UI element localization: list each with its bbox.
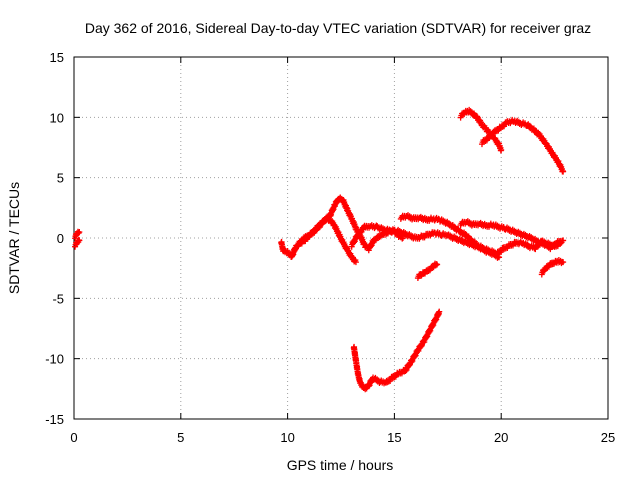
x-tick-label: 20 bbox=[494, 430, 508, 445]
y-tick-label: -5 bbox=[52, 291, 64, 306]
x-tick-label: 5 bbox=[177, 430, 184, 445]
y-tick-label: 15 bbox=[50, 50, 64, 65]
y-tick-label: 10 bbox=[50, 110, 64, 125]
y-axis-label: SDTVAR / TECUs bbox=[6, 182, 22, 294]
x-tick-label: 15 bbox=[387, 430, 401, 445]
y-tick-label: 5 bbox=[57, 171, 64, 186]
data-point bbox=[560, 237, 567, 244]
data-point bbox=[76, 237, 83, 244]
data-point bbox=[352, 259, 359, 266]
y-tick-label: 0 bbox=[57, 231, 64, 246]
data-point bbox=[434, 261, 441, 268]
axis-ticks: 0 5 10 15 20 25 -15 -10 -5 0 5 10 15 bbox=[45, 50, 615, 445]
data-point bbox=[560, 168, 567, 175]
y-tick-label: -10 bbox=[45, 352, 64, 367]
y-tick-label: -15 bbox=[45, 412, 64, 427]
data-point bbox=[436, 308, 443, 315]
chart-title: Day 362 of 2016, Sidereal Day-to-day VTE… bbox=[85, 20, 591, 36]
x-axis-label: GPS time / hours bbox=[287, 457, 394, 473]
data-point bbox=[75, 230, 82, 237]
x-tick-label: 0 bbox=[70, 430, 77, 445]
data-point bbox=[560, 259, 567, 266]
x-tick-label: 10 bbox=[280, 430, 294, 445]
x-tick-label: 25 bbox=[601, 430, 615, 445]
grid bbox=[74, 57, 608, 419]
data-point bbox=[76, 228, 83, 235]
data-point bbox=[498, 146, 505, 153]
data-points bbox=[72, 106, 567, 393]
